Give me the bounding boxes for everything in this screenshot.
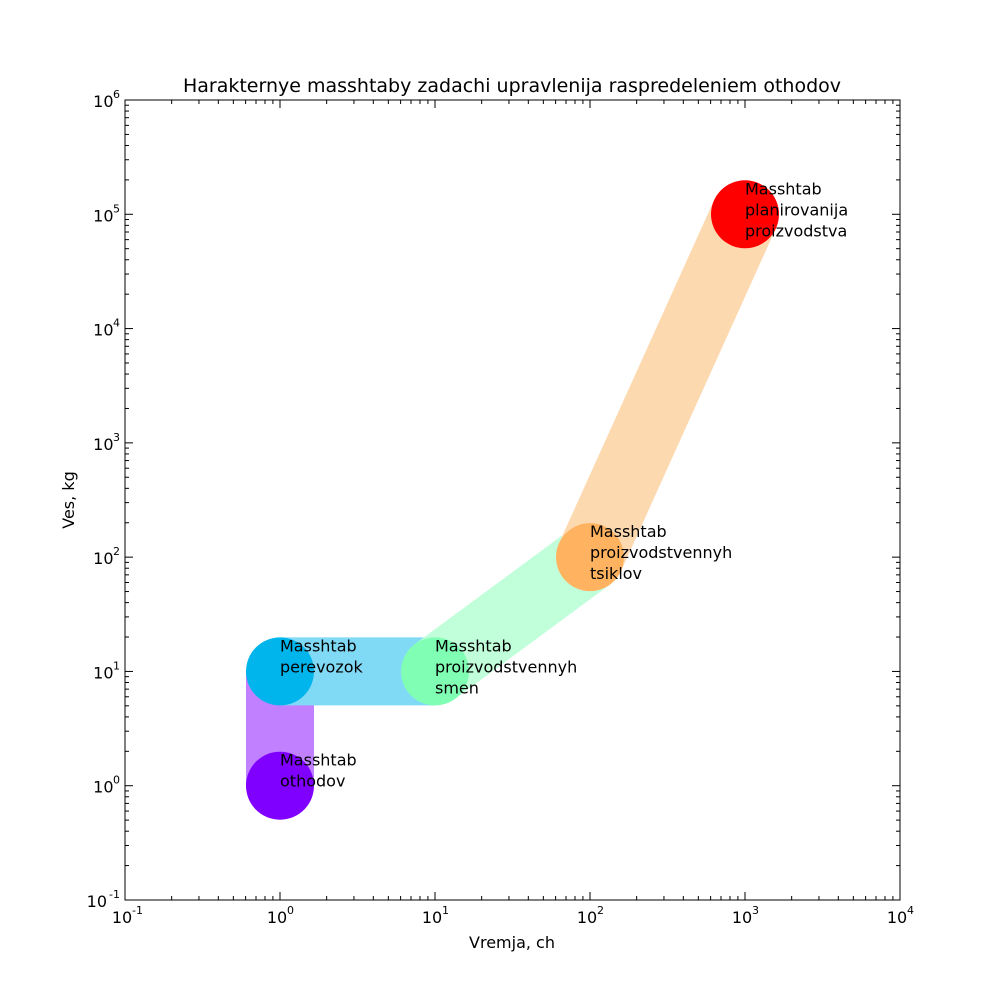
data-points <box>246 180 779 820</box>
point-label-line: Masshtab <box>280 636 357 655</box>
y-tick-label: 10 <box>93 778 113 797</box>
data-point <box>246 637 314 706</box>
point-label-line: Masshtab <box>280 751 357 770</box>
y-tick-exponent: 2 <box>113 545 120 558</box>
x-tick-exponent: 0 <box>287 904 294 917</box>
y-tick-exponent: 1 <box>113 659 120 672</box>
point-label-line: proizvodstvennyh <box>435 657 577 676</box>
point-label-line: Masshtab <box>590 522 667 541</box>
point-label-line: perevozok <box>280 657 364 676</box>
chart-title: Harakternye masshtaby zadachi upravlenij… <box>183 75 841 97</box>
point-label-line: tsiklov <box>590 564 642 583</box>
y-tick-label: 10 <box>93 92 113 111</box>
point-label: Masshtab planirovanija proizvodstva <box>745 179 848 240</box>
x-tick-exponent: -1 <box>132 904 143 917</box>
x-tick-exponent: 3 <box>752 904 759 917</box>
x-tick-label: 10 <box>577 908 597 927</box>
x-tick-label: 10 <box>112 908 132 927</box>
x-tick-label: 10 <box>887 908 907 927</box>
x-tick-exponent: 2 <box>597 904 604 917</box>
data-point <box>401 637 469 706</box>
point-label-line: Masshtab <box>435 636 512 655</box>
point-label: Masshtab othodov <box>280 751 357 791</box>
y-axis-label: Ves, kg <box>59 471 78 528</box>
x-tick-label: 10 <box>732 908 752 927</box>
y-tick-label: 10 <box>93 206 113 225</box>
point-label-line: proizvodstva <box>745 221 847 240</box>
y-tick-exponent: 3 <box>113 431 120 444</box>
point-label: Masshtab proizvodstvennyh tsiklov <box>590 522 732 583</box>
x-tick-label: 10 <box>422 908 442 927</box>
y-tick-exponent: 0 <box>113 774 120 787</box>
y-tick-label: 10 <box>93 549 113 568</box>
point-label: Masshtab perevozok <box>280 636 364 676</box>
axis-ticks <box>124 99 901 901</box>
x-axis-label: Vremja, ch <box>469 933 555 952</box>
data-point <box>246 751 314 820</box>
point-label-line: proizvodstvennyh <box>590 543 732 562</box>
point-label-line: planirovanija <box>745 200 848 219</box>
point-label-line: Masshtab <box>745 179 822 198</box>
point-label-line: othodov <box>280 772 345 791</box>
y-tick-exponent: -1 <box>109 888 120 901</box>
y-tick-label: 10 <box>93 321 113 340</box>
axis-tick-labels: 10 -1 10 0 10 1 10 2 10 3 10 4-11001011021031041051… <box>87 88 914 927</box>
data-point <box>711 180 779 249</box>
y-tick-label: 10 <box>93 663 113 682</box>
connector-band <box>559 200 776 572</box>
y-tick-exponent: 4 <box>113 317 120 330</box>
y-tick-exponent: 6 <box>113 88 120 101</box>
x-tick-exponent: 4 <box>907 904 914 917</box>
y-tick-label: 10 <box>87 892 107 911</box>
point-label-line: smen <box>435 678 479 697</box>
x-tick-exponent: 1 <box>442 904 449 917</box>
x-tick-label: 10 <box>267 908 287 927</box>
connector-bands <box>246 200 776 786</box>
y-tick-label: 10 <box>93 435 113 454</box>
y-tick-exponent: 5 <box>113 202 120 215</box>
plot-frame <box>124 99 901 901</box>
data-point <box>556 523 624 592</box>
point-label: Masshtab proizvodstvennyh smen <box>435 636 577 697</box>
